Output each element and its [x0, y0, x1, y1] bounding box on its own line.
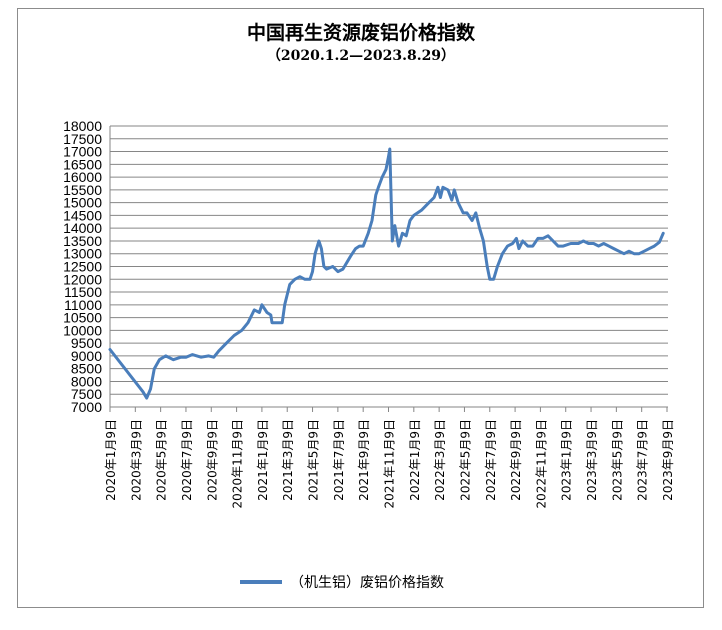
- y-tick-label: 17500: [63, 131, 102, 147]
- chart-frame: [17, 8, 704, 608]
- x-tick-label: 2020年11月9日: [231, 419, 245, 508]
- x-tick-label: 2021年11月9日: [383, 419, 397, 508]
- y-tick-label: 12000: [63, 271, 102, 287]
- x-tick-label: 2023年5月9日: [610, 419, 624, 501]
- x-tick-label: 2021年1月9日: [256, 419, 270, 501]
- y-tick-label: 15000: [63, 195, 102, 211]
- y-tick-label: 18000: [63, 118, 102, 134]
- y-tick-label: 11000: [64, 297, 102, 313]
- x-tick-label: 2022年11月9日: [534, 419, 548, 508]
- y-tick-label: 7000: [71, 399, 102, 415]
- x-tick-label: 2023年1月9日: [560, 419, 574, 501]
- x-tick-label: 2023年3月9日: [585, 419, 599, 501]
- y-tick-label: 7500: [71, 386, 102, 402]
- y-tick-label: 13000: [63, 246, 102, 262]
- x-tick-label: 2021年7月9日: [332, 419, 346, 501]
- x-tick-label: 2020年7月9日: [180, 419, 194, 501]
- y-axis: 7000750080008500900095001000010500110001…: [63, 118, 111, 415]
- y-tick-label: 16500: [63, 156, 102, 172]
- x-tick-label: 2021年3月9日: [281, 419, 295, 501]
- x-tick-label: 2020年9月9日: [205, 419, 219, 501]
- x-tick-label: 2023年9月9日: [661, 419, 675, 501]
- x-tick-label: 2021年9月9日: [357, 419, 371, 501]
- x-axis: 2020年1月9日 2020年3月9日 2020年5月9日 2020年7月9日 2020…: [104, 406, 675, 508]
- grid-lines: [110, 125, 668, 408]
- y-tick-label: 11500: [64, 284, 102, 300]
- x-tick-label: 2021年5月9日: [307, 419, 321, 501]
- y-tick-label: 10000: [63, 322, 102, 338]
- legend-line-swatch: [240, 580, 282, 584]
- y-tick-label: 9000: [71, 348, 102, 364]
- y-tick-label: 10500: [63, 310, 102, 326]
- y-tick-label: 17000: [63, 144, 102, 160]
- x-tick-label: 2022年3月9日: [433, 419, 447, 501]
- y-tick-label: 16000: [63, 169, 102, 185]
- y-tick-label: 15500: [63, 182, 102, 198]
- x-tick-label: 2022年7月9日: [484, 419, 498, 501]
- x-tick-label: 2022年5月9日: [458, 419, 472, 501]
- y-tick-label: 9500: [71, 335, 102, 351]
- x-tick-label: 2020年3月9日: [129, 419, 143, 501]
- legend: （机生铝）废铝价格指数: [240, 572, 444, 592]
- chart-subtitle: （2020.1.2—2023.8.29）: [266, 48, 456, 64]
- y-tick-label: 8500: [71, 361, 102, 377]
- y-tick-label: 8000: [71, 373, 102, 389]
- series-layer: [108, 147, 665, 400]
- chart-title: 中国再生资源废铝价格指数: [246, 22, 475, 44]
- x-tick-label: 2020年1月9日: [104, 419, 118, 501]
- x-tick-label: 2023年7月9日: [636, 419, 650, 501]
- y-tick-label: 12500: [63, 259, 102, 275]
- y-tick-label: 13500: [63, 233, 102, 249]
- x-tick-label: 2020年5月9日: [155, 419, 169, 501]
- y-tick-label: 14000: [63, 220, 102, 236]
- series-line: [108, 147, 665, 400]
- y-tick-label: 14500: [63, 207, 102, 223]
- x-tick-label: 2022年1月9日: [408, 419, 422, 501]
- legend-label: （机生铝）废铝价格指数: [290, 575, 444, 591]
- x-tick-label: 2022年9月9日: [509, 419, 523, 501]
